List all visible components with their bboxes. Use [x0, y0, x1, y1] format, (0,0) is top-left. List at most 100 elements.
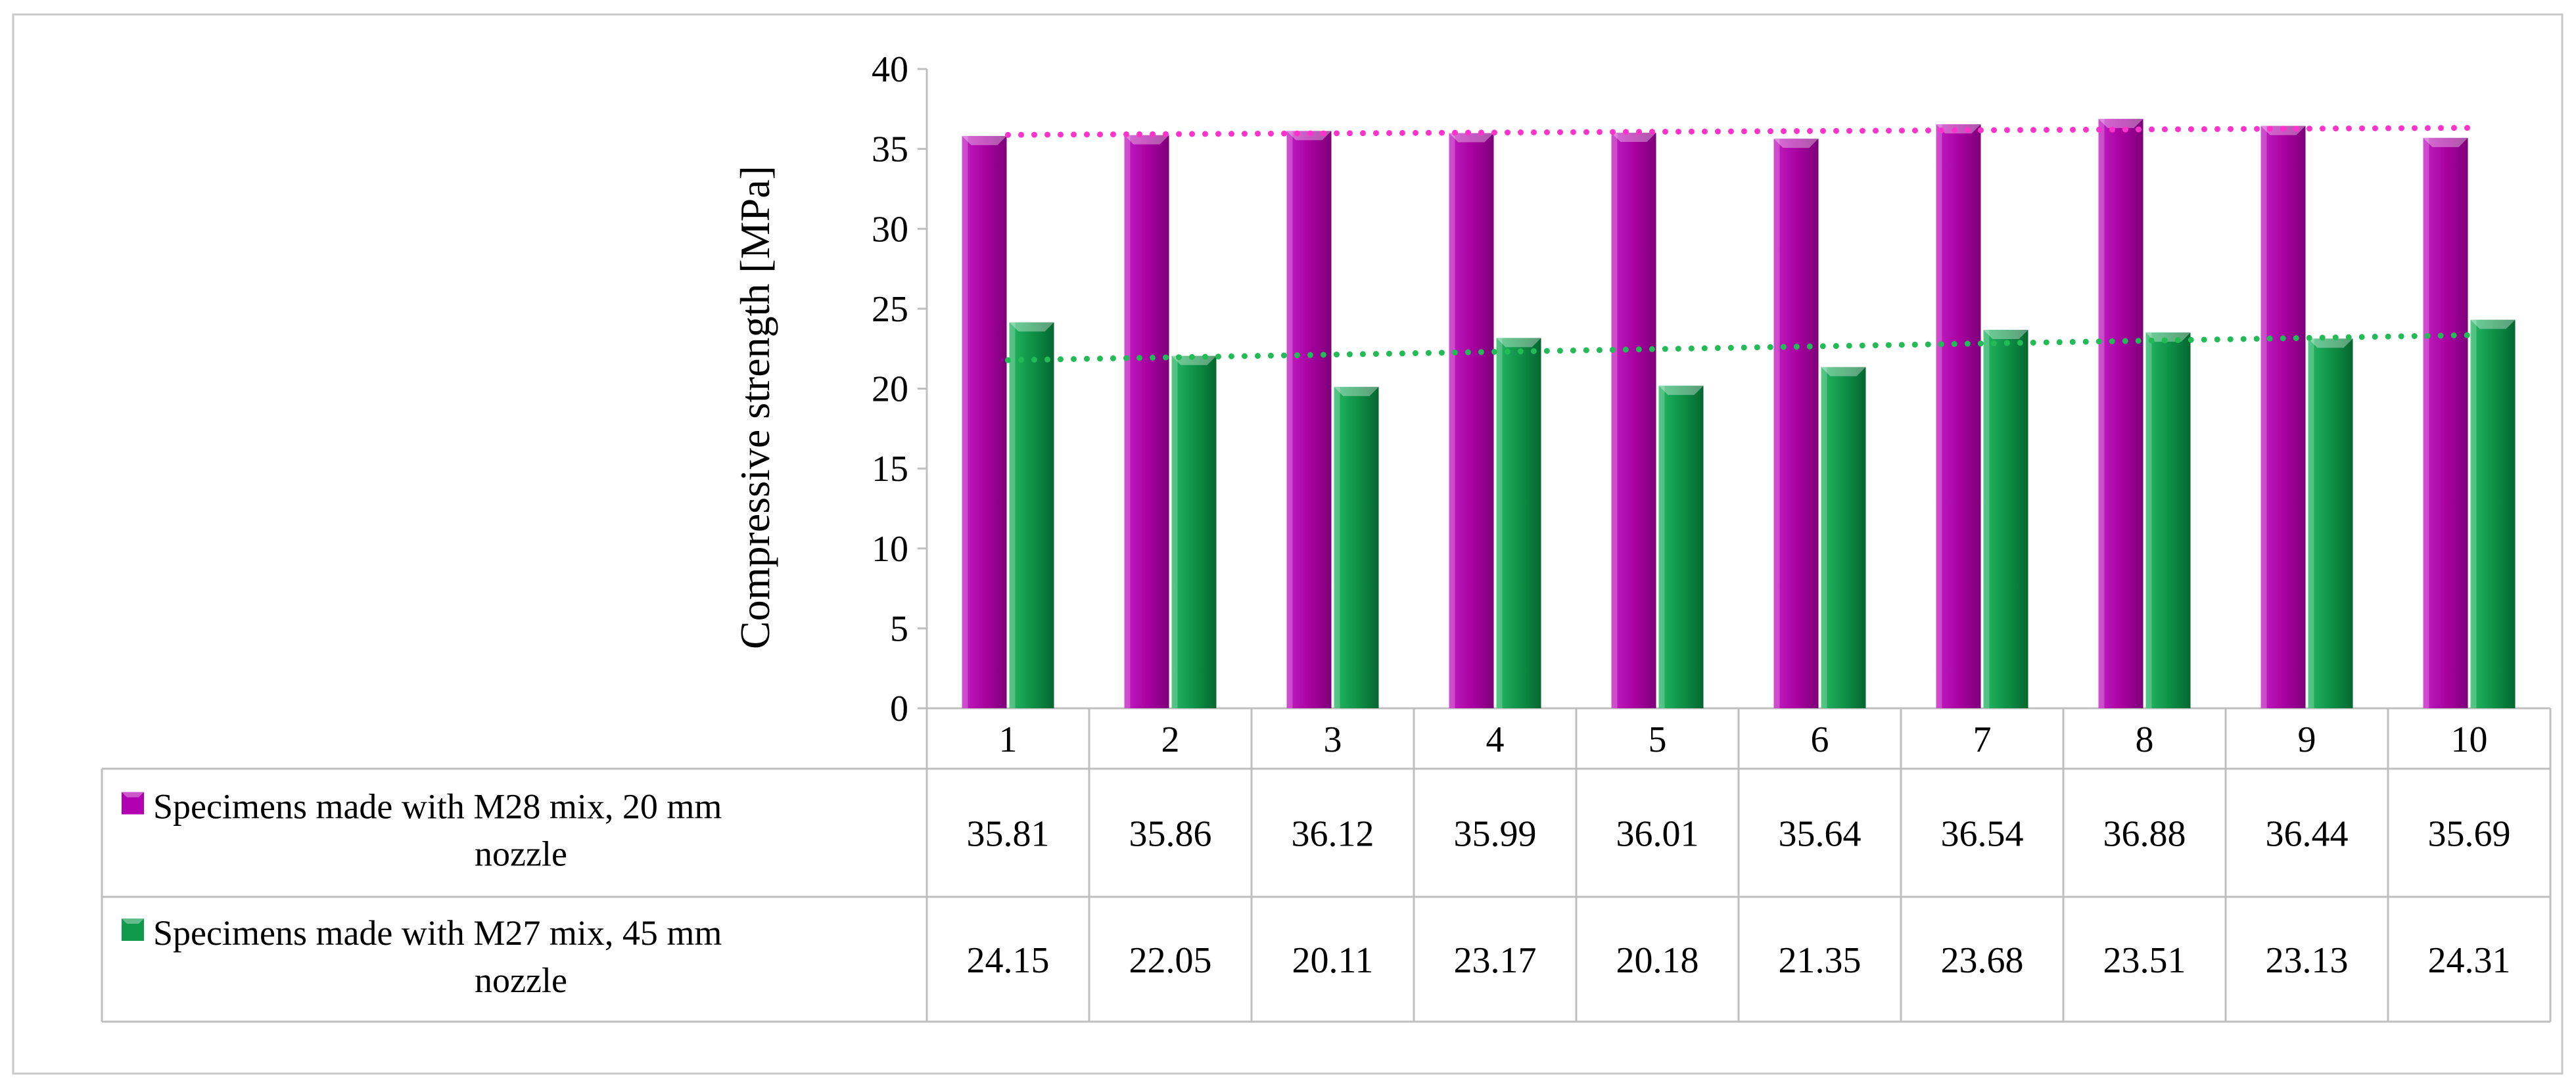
bar-highlight: [1009, 322, 1016, 708]
legend-key-series-2: [122, 919, 144, 941]
data-value-cell: 35.69: [2428, 814, 2511, 855]
bar-body: [2145, 332, 2191, 708]
y-axis: 0 5 10 15 20 25 30 35 40: [872, 49, 928, 729]
bar-highlight: [1983, 329, 1990, 708]
y-tick-label: 5: [890, 608, 908, 649]
bar-highlight: [2098, 118, 2105, 709]
bar-body: [2098, 118, 2143, 709]
bar-body: [1334, 386, 1379, 708]
bar-cap: [1773, 139, 1819, 148]
bar-body: [1496, 338, 1541, 708]
legend-key-cap: [122, 919, 144, 924]
data-value-cell: 20.18: [1616, 940, 1699, 981]
legend-label-series-2: Specimens made with M27 mix, 45 mm: [153, 913, 722, 953]
bar-highlight: [1496, 338, 1503, 708]
bar: [2308, 338, 2353, 708]
bar: [2260, 125, 2306, 709]
bar-highlight: [1658, 386, 1665, 708]
bar-highlight: [1124, 135, 1131, 708]
y-tick-label: 30: [872, 209, 908, 250]
bar-body: [1171, 355, 1217, 708]
bar-cap: [1334, 386, 1379, 396]
bar-body: [962, 135, 1007, 708]
legend-label-series-1: Specimens made with M28 mix, 20 mm: [153, 787, 722, 827]
data-value-cell: 36.44: [2266, 814, 2349, 855]
bar-body: [2308, 338, 2353, 708]
bar-body: [2470, 319, 2516, 708]
data-value-cell: 22.05: [1129, 940, 1212, 981]
bar-highlight: [1286, 131, 1293, 709]
bar-highlight: [1171, 355, 1178, 708]
bar: [1286, 131, 1332, 709]
category-label: 8: [2136, 719, 2154, 760]
legend-label-series-1-line2: nozzle: [475, 834, 567, 874]
bar-body: [1124, 135, 1169, 708]
bar-highlight: [1773, 139, 1780, 708]
bar: [2470, 319, 2516, 708]
data-value-cell: 35.81: [967, 814, 1050, 855]
bar-body: [1983, 329, 2028, 708]
bar-highlight: [2308, 338, 2314, 708]
bar-highlight: [2470, 319, 2477, 708]
data-value-cell: 36.54: [1941, 814, 2024, 855]
y-tick-label: 10: [872, 529, 908, 570]
bar: [2423, 137, 2468, 708]
bar: [1334, 386, 1379, 708]
data-value-cell: 23.17: [1454, 940, 1537, 981]
category-label: 9: [2298, 719, 2316, 760]
bar-body: [1773, 139, 1819, 708]
bar: [1983, 329, 2028, 708]
bar-cap: [2423, 137, 2468, 147]
bar-body: [1009, 322, 1054, 708]
bar-cap: [1496, 338, 1541, 348]
bar-highlight: [962, 135, 968, 708]
data-value-cell: 23.13: [2266, 940, 2349, 981]
bar-body: [1286, 131, 1332, 709]
bar-cap: [1658, 386, 1704, 396]
category-label: 3: [1324, 719, 1342, 760]
bar-cap: [962, 135, 1007, 145]
bar: [2145, 332, 2191, 708]
bar-body: [1936, 124, 1981, 709]
y-tick-label: 20: [872, 369, 908, 410]
bar-cap: [1611, 133, 1656, 143]
bar: [962, 135, 1007, 708]
series-1: [962, 118, 2468, 709]
data-value-cell: 24.15: [967, 940, 1050, 981]
legend-key-cap: [122, 792, 144, 798]
category-label: 10: [2451, 719, 2488, 760]
bar-series: [962, 118, 2516, 709]
bar-cap: [1449, 133, 1494, 143]
bar-body: [2260, 125, 2306, 709]
y-tick-label: 0: [890, 689, 908, 729]
category-label: 5: [1649, 719, 1667, 760]
data-value-cell: 23.51: [2103, 940, 2186, 981]
bar: [1171, 355, 1217, 708]
bar: [1496, 338, 1541, 708]
data-value-cell: 20.11: [1292, 940, 1374, 981]
bar-highlight: [2145, 332, 2152, 708]
bar-cap: [1124, 135, 1169, 145]
bar: [1936, 124, 1981, 709]
legend-label-series-2-line2: nozzle: [475, 961, 567, 1000]
category-label: 2: [1161, 719, 1180, 760]
data-value-cell: 23.68: [1941, 940, 2024, 981]
bar: [1009, 322, 1054, 708]
bar: [2098, 118, 2143, 709]
bar-cap: [2098, 118, 2143, 128]
data-value-cell: 36.01: [1616, 814, 1699, 855]
bar-highlight: [1449, 133, 1455, 709]
bar-cap: [2308, 338, 2353, 348]
bar-cap: [1983, 329, 2028, 339]
data-value-cell: 36.12: [1292, 814, 1374, 855]
category-label: 1: [999, 719, 1018, 760]
bar-body: [1658, 386, 1704, 708]
bar: [1658, 386, 1704, 708]
data-value-cell: 35.64: [1779, 814, 1862, 855]
y-tick-label: 15: [872, 449, 908, 489]
bar: [1449, 133, 1494, 709]
data-value-cell: 24.31: [2428, 940, 2511, 981]
category-label: 7: [1973, 719, 1992, 760]
bar: [1773, 139, 1819, 708]
